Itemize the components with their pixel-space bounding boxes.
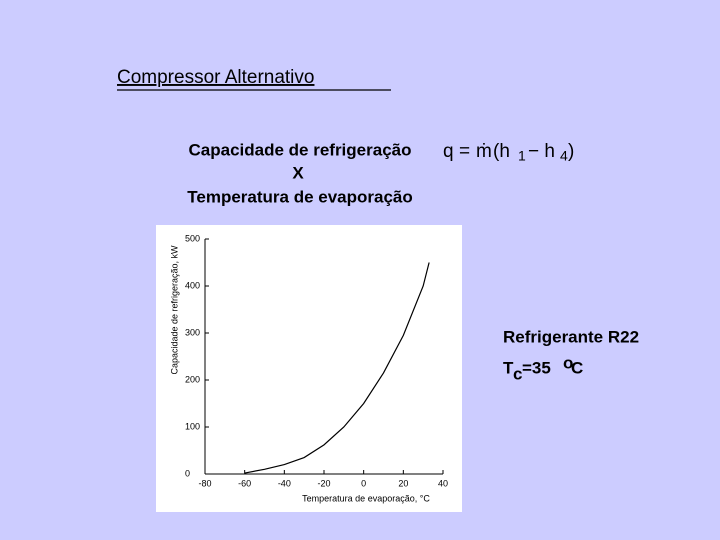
y-axis-label: Capacidade de refrigeração, kW	[169, 245, 179, 375]
tc-unit: C	[571, 358, 583, 377]
x-tick-label: 40	[438, 478, 448, 488]
refrigerant: Refrigerante R22	[503, 327, 639, 346]
tc-sup: o	[563, 353, 573, 372]
x-tick-label: -40	[278, 478, 291, 488]
x-tick-label: -80	[198, 478, 211, 488]
formula-open: (h	[493, 141, 510, 162]
x-tick-label: 20	[398, 478, 408, 488]
tc-sub: c	[513, 364, 522, 383]
heading-line: X	[292, 163, 304, 182]
formula-sub: 1	[518, 148, 526, 164]
y-tick-label: 300	[185, 327, 200, 337]
formula-m: ṁ	[476, 141, 492, 162]
y-tick-label: 500	[185, 233, 200, 243]
formula-q: q	[443, 141, 454, 162]
x-axis-label: Temperatura de evaporação, °C	[302, 493, 430, 503]
tc-eq: =35	[522, 358, 551, 377]
formula-minus: − h	[528, 141, 555, 162]
x-tick-label: 0	[361, 478, 366, 488]
y-tick-label: 200	[185, 374, 200, 384]
slide-title: Compressor Alternativo	[117, 67, 314, 88]
formula-eq: =	[459, 141, 470, 162]
x-tick-label: -20	[317, 478, 330, 488]
y-tick-label: 400	[185, 280, 200, 290]
tc-t: T	[503, 358, 514, 377]
curve	[244, 262, 430, 474]
y-tick-label: 0	[185, 468, 190, 478]
y-tick-label: 100	[185, 421, 200, 431]
formula: q = ṁ (h 1 − h 4 )	[443, 141, 574, 164]
chart-panel	[156, 225, 462, 512]
formula-sub: 4	[560, 148, 568, 164]
formula-close: )	[568, 141, 574, 162]
heading-line: Temperatura de evaporação	[187, 187, 413, 206]
x-tick-label: -60	[238, 478, 251, 488]
heading-line: Capacidade de refrigeração	[189, 140, 412, 159]
